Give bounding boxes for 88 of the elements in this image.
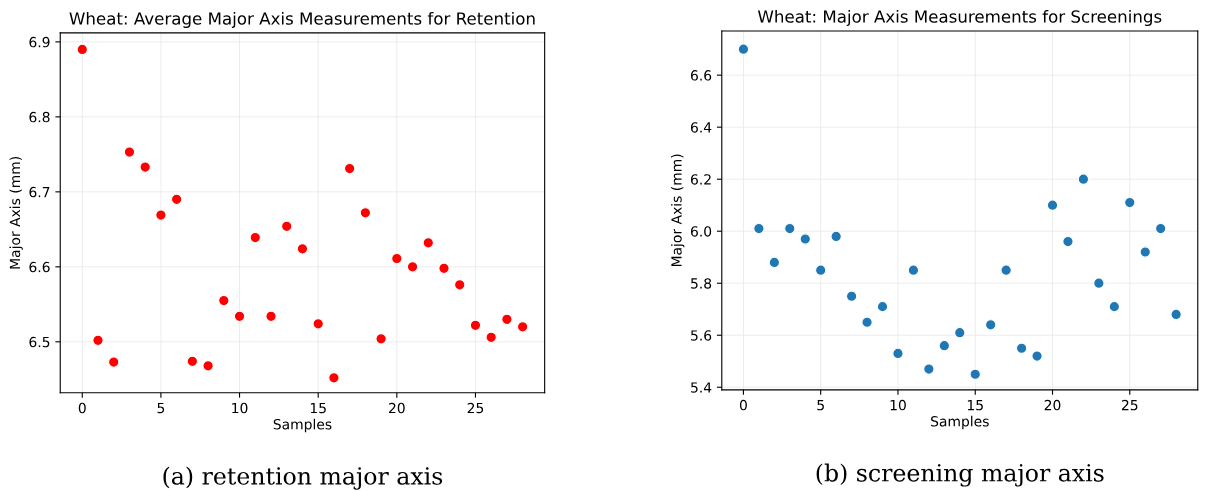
point [406, 261, 419, 273]
point [76, 43, 88, 56]
x-tick-label: 20 [1044, 399, 1061, 411]
point [186, 355, 199, 368]
x-tick-label: 5 [157, 402, 165, 414]
point [1154, 222, 1167, 235]
point [861, 316, 873, 328]
point [1124, 196, 1136, 209]
point [501, 313, 513, 326]
x-tick-label: 25 [467, 402, 484, 414]
point [1108, 300, 1121, 313]
point [876, 300, 889, 313]
x-tick-label: 15 [967, 400, 983, 411]
point [799, 233, 811, 245]
y-tick-label: 6.4 [690, 122, 712, 133]
y-tick-label: 6.6 [29, 261, 50, 273]
point [249, 231, 261, 244]
y-tick-label: 6.7 [29, 186, 50, 198]
y-axis-title: Major Axis (mm) [670, 154, 685, 267]
x-tick-label: 15 [310, 402, 326, 414]
point [469, 319, 482, 332]
point [845, 290, 858, 302]
chart-title: Wheat: Average Major Axis Measurements for Retention [69, 11, 535, 29]
point [516, 321, 529, 333]
point [830, 230, 842, 243]
point [108, 356, 120, 368]
y-tick-label: 5.4 [691, 382, 712, 393]
point [784, 222, 796, 235]
point [170, 193, 183, 206]
point [438, 262, 450, 275]
point [281, 220, 293, 233]
point [454, 279, 466, 291]
x-axis-title: Samples [931, 415, 989, 430]
point [1000, 264, 1012, 276]
y-tick-label: 6.0 [690, 226, 712, 237]
x-tick-label: 10 [890, 399, 906, 411]
x-tick-label: 5 [817, 400, 824, 411]
point [1062, 235, 1074, 248]
x-tick-label: 0 [739, 399, 747, 411]
point [343, 162, 356, 175]
y-axis-title: Major Axis (mm) [9, 156, 23, 269]
text: (a) retention major axis [163, 466, 443, 490]
x-tick-label: 25 [1121, 399, 1138, 411]
point [233, 310, 246, 323]
point [938, 339, 951, 352]
point [984, 319, 997, 331]
x-tick-label: 10 [232, 402, 248, 414]
chart-title: Wheat: Major Axis Measurements for Screenings [757, 9, 1162, 27]
point [139, 161, 151, 173]
point [753, 222, 765, 235]
text: (b) screening major axis [816, 463, 1104, 487]
y-tick-label: 6.9 [29, 36, 50, 48]
point [1093, 277, 1105, 289]
y-tick-label: 5.6 [691, 330, 712, 341]
point [814, 264, 827, 276]
point [969, 368, 981, 380]
point [923, 363, 935, 375]
point [123, 146, 136, 158]
point [312, 318, 324, 330]
point [892, 347, 904, 360]
point [155, 209, 167, 221]
x-axis-title: Samples [273, 418, 332, 433]
point [1139, 246, 1151, 258]
point [485, 331, 497, 344]
point [296, 243, 309, 255]
point [1031, 350, 1043, 362]
point [328, 372, 340, 384]
point [768, 256, 781, 269]
point [265, 310, 277, 323]
point [202, 360, 214, 372]
y-tick-label: 6.6 [690, 70, 712, 81]
point [1015, 342, 1028, 354]
point [1046, 199, 1059, 211]
point [375, 333, 387, 345]
y-tick-label: 5.8 [691, 278, 712, 289]
point [391, 252, 403, 265]
point [1077, 173, 1090, 185]
x-tick-label: 0 [78, 402, 86, 414]
point [92, 334, 104, 347]
y-tick-label: 6.8 [29, 111, 50, 123]
point [422, 237, 434, 249]
point [907, 264, 920, 276]
point [359, 207, 372, 219]
y-tick-label: 6.2 [690, 174, 711, 185]
point [954, 326, 966, 339]
y-tick-label: 6.5 [29, 336, 50, 348]
point [737, 43, 750, 55]
x-tick-label: 20 [389, 402, 405, 414]
